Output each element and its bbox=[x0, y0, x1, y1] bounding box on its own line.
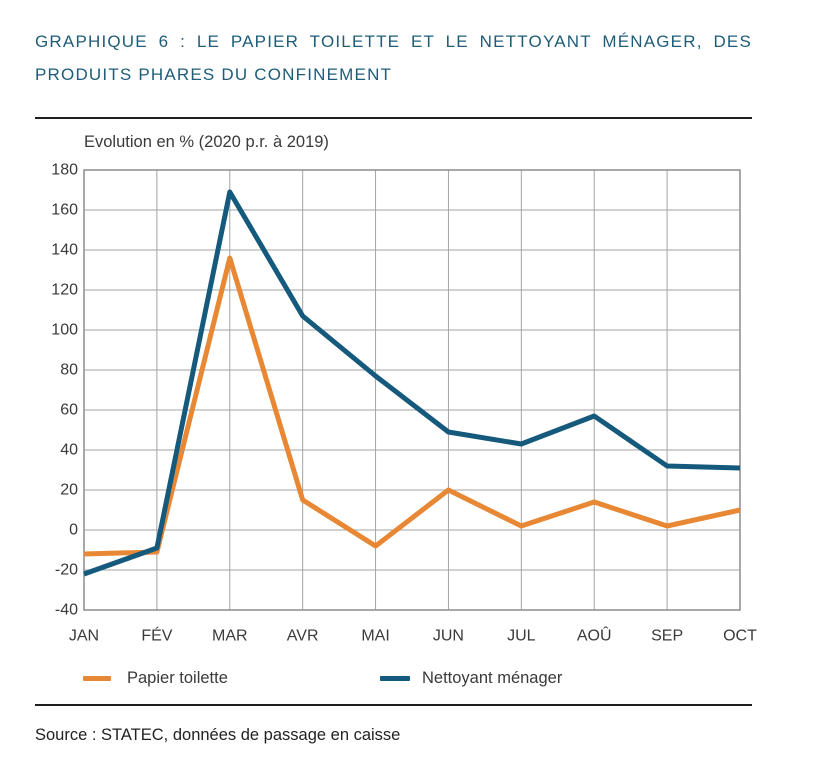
x-tick-label: MAR bbox=[212, 628, 248, 645]
legend-item-nettoyant-menager: Nettoyant ménager bbox=[380, 666, 562, 690]
y-tick-label: 0 bbox=[69, 522, 78, 539]
y-tick-label: 100 bbox=[51, 322, 78, 339]
y-tick-label: 40 bbox=[60, 442, 78, 459]
y-tick-label: 160 bbox=[51, 202, 78, 219]
plot-frame bbox=[83, 169, 741, 611]
y-tick-label: 140 bbox=[51, 242, 78, 259]
y-axis-label: Evolution en % (2020 p.r. à 2019) bbox=[84, 133, 329, 151]
legend-swatch-nettoyant-menager bbox=[380, 675, 410, 681]
legend-item-papier-toilette: Papier toilette bbox=[83, 666, 228, 690]
legend-swatch-papier-toilette bbox=[83, 675, 111, 681]
x-tick-label: OCT bbox=[723, 628, 757, 645]
line-chart: 180 160 140 120 100 80 60 40 20 0 -20 -40 JAN FÉV MAR A… bbox=[51, 162, 757, 645]
grid bbox=[83, 169, 741, 611]
x-tick-label: AVR bbox=[287, 628, 319, 645]
y-tick-label: 60 bbox=[60, 402, 78, 419]
y-tick-label: -20 bbox=[55, 562, 78, 579]
top-divider bbox=[35, 117, 752, 119]
x-tick-label: JUL bbox=[507, 628, 536, 645]
x-tick-label: FÉV bbox=[141, 626, 172, 645]
series-line-papier-toilette bbox=[83, 255, 741, 557]
y-tick-label: -40 bbox=[55, 602, 78, 619]
y-tick-label: 20 bbox=[60, 482, 78, 499]
legend-label-papier-toilette: Papier toilette bbox=[127, 668, 228, 687]
bottom-divider bbox=[35, 704, 752, 706]
x-tick-label: JAN bbox=[69, 628, 99, 645]
chart-title: GRAPHIQUE 6 : LE PAPIER TOILETTE ET LE N… bbox=[35, 32, 752, 84]
y-tick-label: 80 bbox=[60, 362, 78, 379]
source-note: Source : STATEC, données de passage en c… bbox=[35, 726, 401, 744]
x-tick-label: SEP bbox=[651, 628, 683, 645]
x-tick-label: MAI bbox=[361, 628, 389, 645]
legend-label-nettoyant-menager: Nettoyant ménager bbox=[422, 668, 563, 687]
y-tick-label: 120 bbox=[51, 282, 78, 299]
series-line-nettoyant-menager bbox=[83, 189, 741, 577]
x-tick-label: JUN bbox=[433, 628, 464, 645]
y-tick-label: 180 bbox=[51, 162, 78, 179]
x-tick-label: AOÛ bbox=[577, 626, 612, 645]
